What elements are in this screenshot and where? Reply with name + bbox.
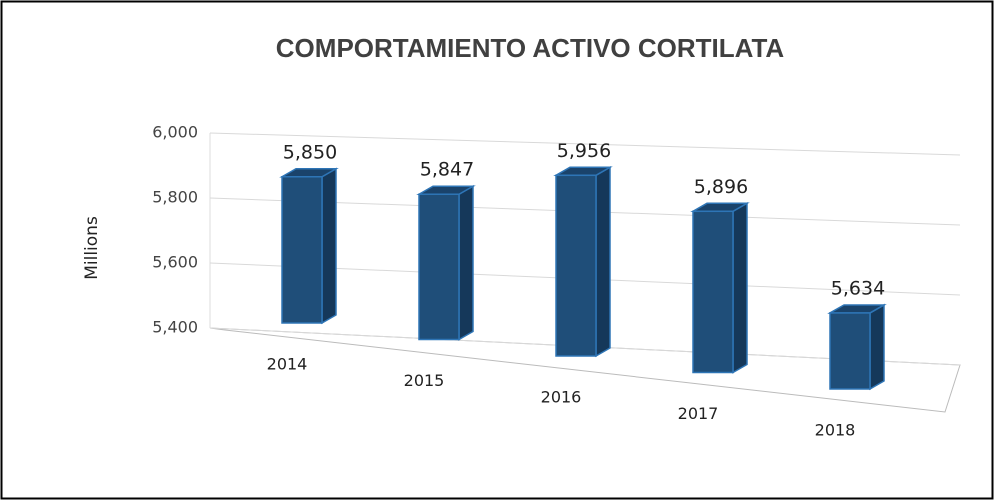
bar [416,184,476,341]
y-tick-label: 5,800 [152,188,198,207]
x-tick-label: 2015 [404,371,445,390]
bar [279,167,339,325]
bar-front [418,193,460,341]
x-tick-label: 2017 [678,404,719,423]
chart-title: COMPORTAMIENTO ACTIVO CORTILATA [276,33,785,63]
y-tick-label: 5,600 [152,253,198,272]
bar-side [321,167,337,325]
x-tick-label: 2016 [541,388,582,407]
data-label: 5,847 [420,159,474,181]
data-label: 5,896 [694,176,748,198]
bar [553,166,613,358]
bar-side [732,202,748,374]
bar-front [692,210,734,374]
bar-side [458,184,474,341]
x-tick-label: 2014 [267,355,308,374]
bar [690,202,750,374]
grid-line [209,132,961,156]
x-tick-label: 2018 [815,421,856,440]
bar-front [829,312,871,390]
bar-front [555,174,597,357]
y-tick-label: 5,400 [152,318,198,337]
bar-front [281,176,323,324]
data-label: 5,634 [831,277,885,299]
data-label: 5,850 [283,141,337,163]
bar-side [595,166,611,358]
bar [827,303,887,391]
y-tick-label: 6,000 [152,123,198,142]
y-axis-label: Millions [82,216,102,280]
data-label: 5,956 [557,140,611,162]
bar-side [869,303,885,391]
